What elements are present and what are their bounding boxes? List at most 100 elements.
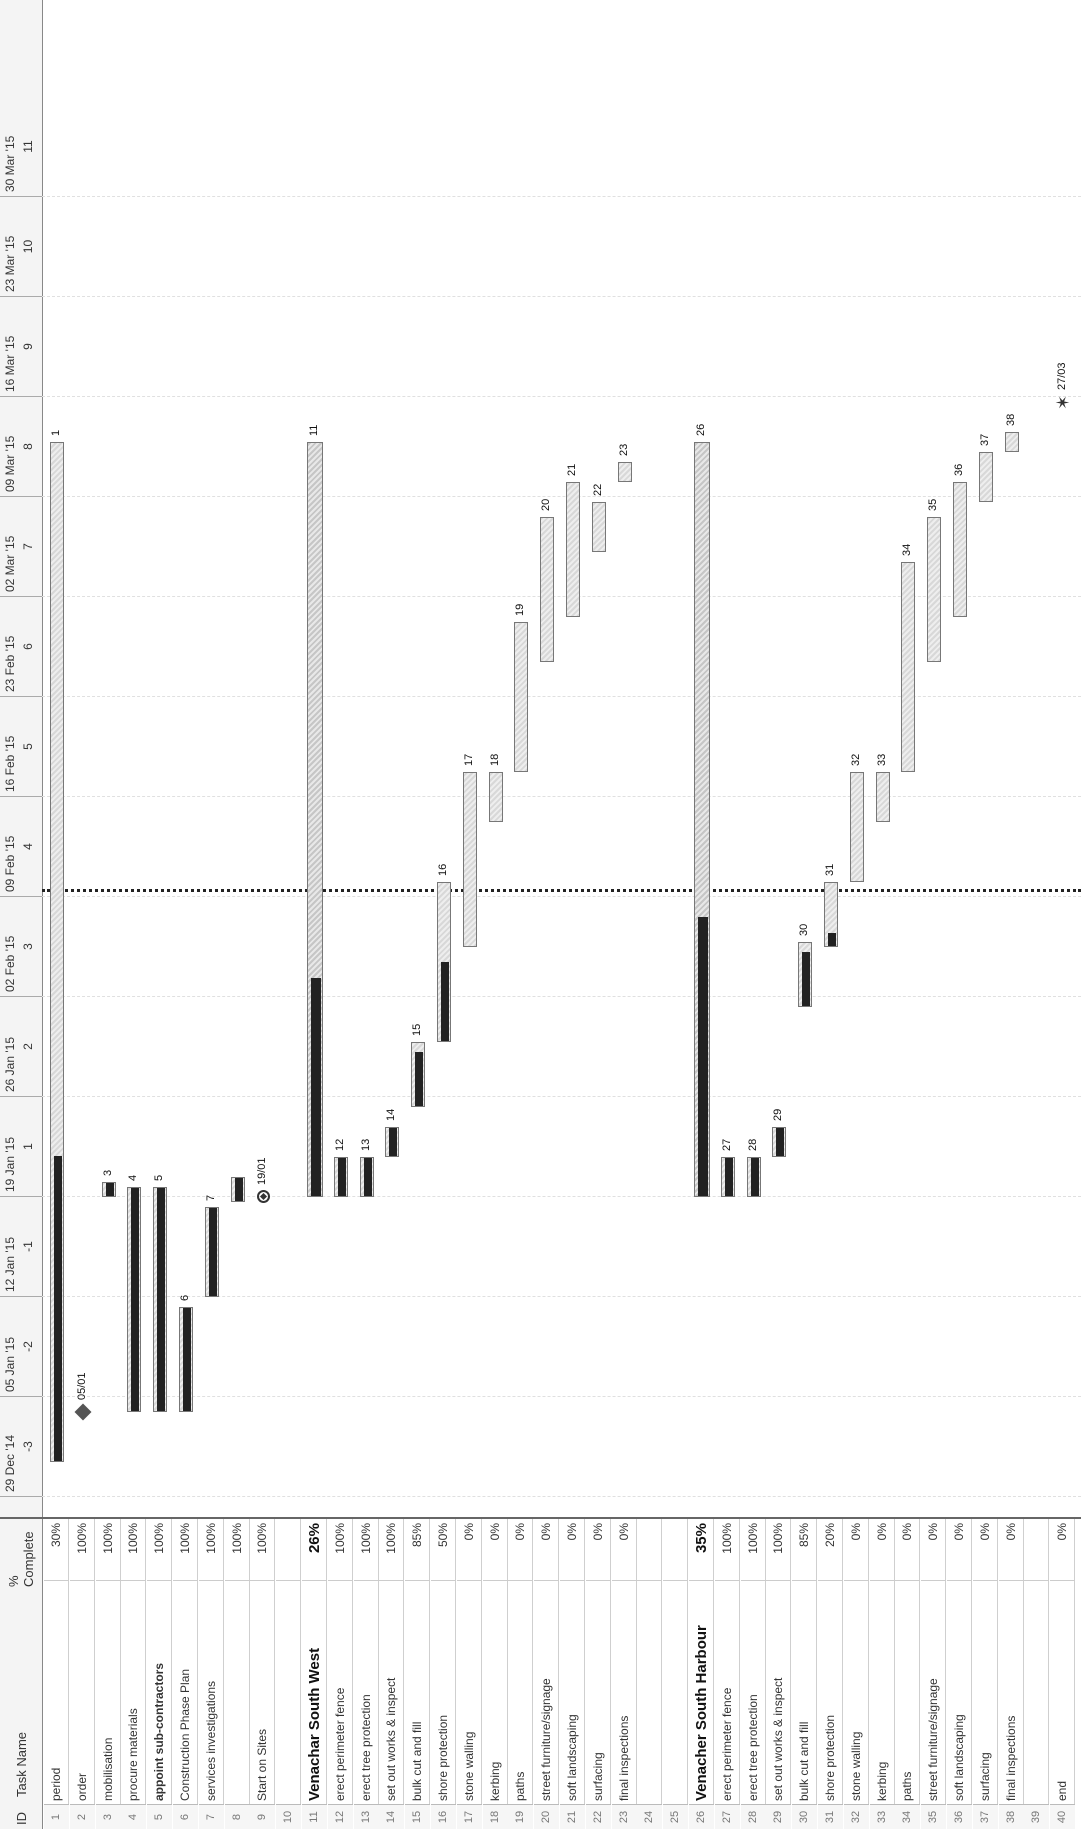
pct-complete-cell[interactable]: 100% (719, 1523, 734, 1554)
task-bar[interactable] (230, 1177, 245, 1202)
pct-complete-cell[interactable]: 100% (771, 1523, 786, 1554)
milestone-diamond-icon[interactable] (74, 1403, 92, 1421)
task-name-cell[interactable]: Venacher South Harbour (689, 1580, 714, 1801)
task-name-cell[interactable]: final inspections (611, 1580, 637, 1801)
milestone-circle-icon[interactable] (257, 1190, 271, 1203)
task-name-cell[interactable]: final inspections (998, 1580, 1024, 1801)
task-name-cell[interactable]: street furniture/signage (921, 1580, 947, 1801)
task-name-cell[interactable]: mobilisation (95, 1580, 121, 1801)
task-bar[interactable] (591, 502, 606, 552)
pct-complete-cell[interactable]: 0% (513, 1523, 528, 1541)
pct-complete-cell[interactable]: 0% (539, 1523, 554, 1541)
table-row[interactable]: 22 surfacing 0% (585, 1519, 611, 1829)
table-row[interactable]: 11 Venachar South West 26% (302, 1519, 327, 1829)
pct-complete-cell[interactable]: 100% (229, 1523, 244, 1554)
task-name-cell[interactable]: stone walling (456, 1580, 482, 1801)
task-bar[interactable] (772, 1127, 787, 1157)
table-row[interactable]: 26 Venacher South Harbour 35% (689, 1519, 714, 1829)
pct-complete-cell[interactable]: 0% (487, 1523, 502, 1541)
task-name-cell[interactable]: surfacing (972, 1580, 998, 1801)
task-bar[interactable] (101, 1182, 116, 1197)
table-row[interactable]: 29 set out works & inspect 100% (766, 1519, 792, 1829)
task-bar[interactable] (565, 482, 580, 617)
table-row[interactable]: 12 erect perimeter fence 100% (327, 1519, 353, 1829)
table-row[interactable]: 18 kerbing 0% (482, 1519, 508, 1829)
task-bar[interactable] (540, 517, 555, 662)
task-bar[interactable] (952, 482, 967, 617)
task-name-cell[interactable]: stone walling (843, 1580, 869, 1801)
task-name-cell[interactable]: services investigations (198, 1580, 224, 1801)
task-name-cell[interactable] (224, 1580, 250, 1801)
task-bar[interactable] (875, 772, 890, 822)
task-bar[interactable] (1004, 432, 1019, 452)
task-name-cell[interactable]: paths (508, 1580, 534, 1801)
table-row[interactable]: 25 (663, 1519, 689, 1829)
task-name-cell[interactable]: Construction Phase Plan (173, 1580, 198, 1801)
task-name-cell[interactable]: bulk cut and fill (405, 1580, 431, 1801)
task-name-cell[interactable]: end (1050, 1580, 1076, 1801)
pct-complete-cell[interactable]: 20% (823, 1523, 837, 1548)
table-row[interactable]: 14 set out works & inspect 100% (379, 1519, 405, 1829)
pct-complete-cell[interactable] (276, 1523, 301, 1579)
task-bar[interactable] (488, 772, 503, 822)
table-row[interactable]: 37 surfacing 0% (972, 1519, 998, 1829)
pct-complete-cell[interactable]: 85% (410, 1523, 425, 1548)
pct-complete-cell[interactable] (663, 1523, 688, 1579)
task-name-cell[interactable]: surfacing (585, 1580, 611, 1801)
task-bar[interactable] (153, 1187, 168, 1412)
pct-complete-cell[interactable]: 0% (1003, 1523, 1018, 1541)
pct-complete-cell[interactable]: 100% (74, 1523, 89, 1554)
header-pct-complete[interactable]: % Complete (6, 1531, 36, 1587)
task-bar[interactable] (462, 772, 477, 947)
task-name-cell[interactable]: erect tree protection (353, 1580, 379, 1801)
summary-bar[interactable] (693, 442, 710, 1197)
table-row[interactable]: 31 shore protection 20% (818, 1519, 843, 1829)
pct-complete-cell[interactable] (637, 1523, 662, 1579)
task-name-cell[interactable]: set out works & inspect (379, 1580, 405, 1801)
task-name-cell[interactable]: kerbing (869, 1580, 895, 1801)
task-bar[interactable] (617, 462, 632, 482)
task-bar[interactable] (436, 882, 451, 1042)
pct-complete-cell[interactable]: 100% (178, 1523, 192, 1554)
task-name-cell[interactable]: kerbing (482, 1580, 508, 1801)
table-row[interactable]: 40 end 0% (1050, 1519, 1076, 1829)
header-task-name[interactable]: Task Name (13, 1731, 29, 1797)
table-row[interactable]: 13 erect tree protection 100% (353, 1519, 379, 1829)
task-bar[interactable] (178, 1307, 193, 1412)
task-name-cell[interactable]: erect tree protection (740, 1580, 766, 1801)
pct-complete-cell[interactable]: 100% (384, 1523, 399, 1554)
pct-complete-cell[interactable]: 0% (1055, 1523, 1070, 1541)
table-row[interactable]: 32 stone walling 0% (843, 1519, 869, 1829)
task-name-cell[interactable]: erect perimeter fence (714, 1580, 740, 1801)
task-name-cell[interactable]: Start on Sites (250, 1580, 276, 1801)
table-row[interactable]: 38 final inspections 0% (998, 1519, 1024, 1829)
table-row[interactable]: 3 mobilisation 100% (95, 1519, 121, 1829)
task-bar[interactable] (978, 452, 993, 502)
pct-complete-cell[interactable]: 100% (126, 1523, 141, 1554)
task-bar[interactable] (359, 1157, 374, 1197)
table-row[interactable]: 2 order 100% (69, 1519, 95, 1829)
task-bar[interactable] (798, 942, 813, 1007)
task-bar[interactable] (927, 517, 942, 662)
pct-complete-cell[interactable]: 35% (693, 1523, 710, 1554)
task-bar[interactable] (720, 1157, 735, 1197)
task-bar[interactable] (849, 772, 864, 882)
pct-complete-cell[interactable]: 0% (874, 1523, 889, 1541)
task-name-cell[interactable] (663, 1580, 689, 1801)
summary-bar[interactable] (306, 442, 323, 1197)
task-bar[interactable] (746, 1157, 761, 1197)
task-bar[interactable] (49, 442, 64, 1462)
table-row[interactable]: 30 bulk cut and fill 85% (792, 1519, 818, 1829)
table-row[interactable]: 28 erect tree protection 100% (740, 1519, 766, 1829)
table-row[interactable]: 27 erect perimeter fence 100% (714, 1519, 740, 1829)
task-name-cell[interactable]: soft landscaping (560, 1580, 585, 1801)
pct-complete-cell[interactable]: 0% (926, 1523, 941, 1541)
task-name-cell[interactable]: paths (895, 1580, 921, 1801)
deadline-star-icon[interactable]: ✶ (1053, 394, 1074, 410)
table-row[interactable]: 34 paths 0% (895, 1519, 921, 1829)
table-row[interactable]: 9 Start on Sites 100% (250, 1519, 276, 1829)
task-name-cell[interactable]: appoint sub-contractors (147, 1580, 173, 1801)
table-row[interactable]: 21 soft landscaping 0% (560, 1519, 585, 1829)
pct-complete-cell[interactable]: 30% (49, 1523, 63, 1548)
pct-complete-cell[interactable]: 100% (152, 1523, 167, 1554)
